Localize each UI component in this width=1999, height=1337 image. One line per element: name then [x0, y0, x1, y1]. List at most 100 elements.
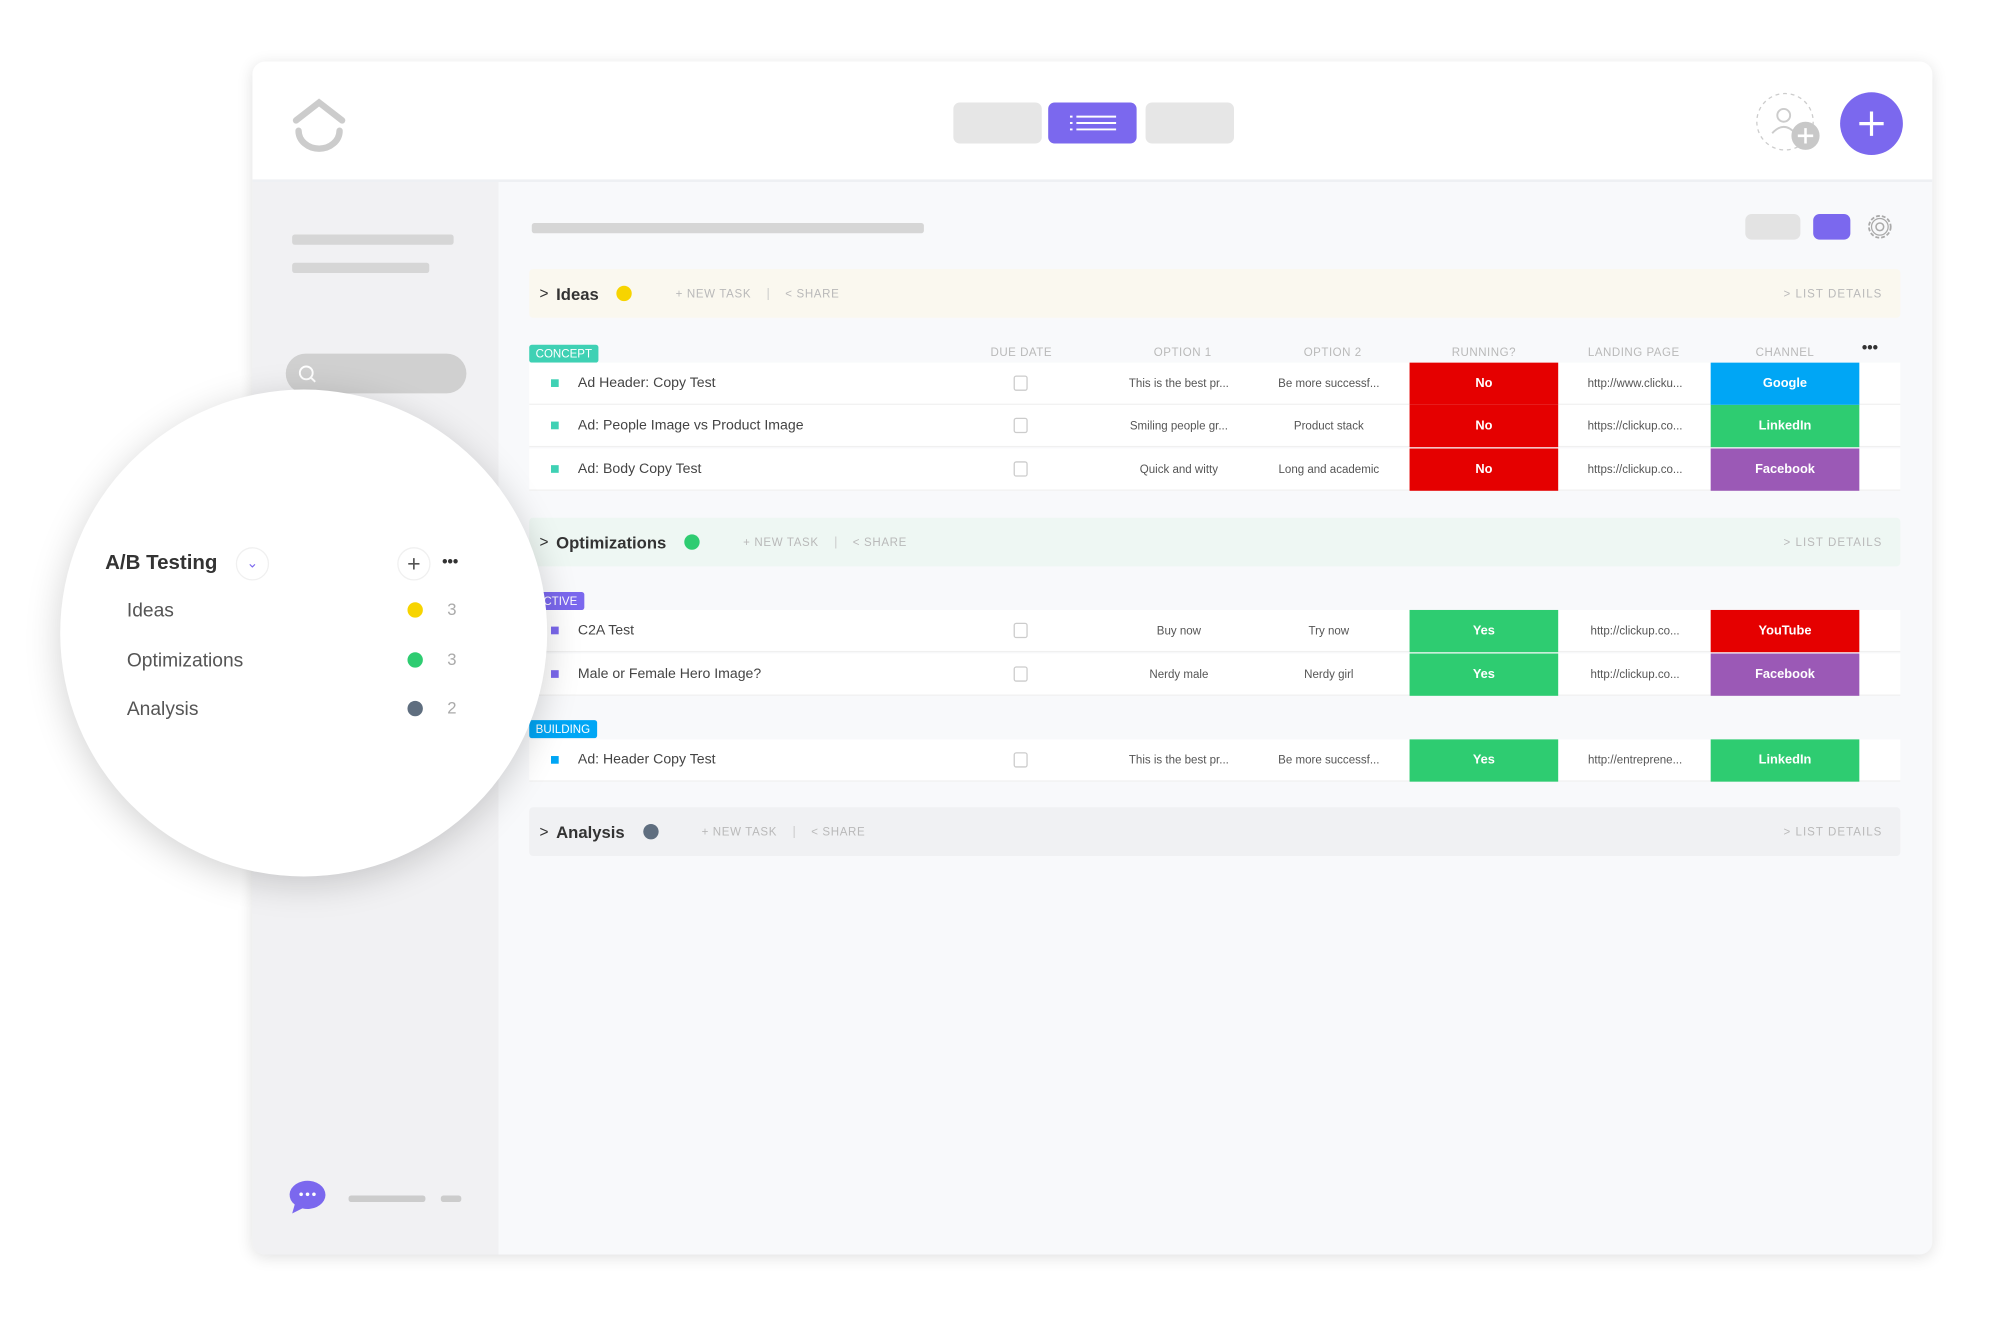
landing-page-cell[interactable]: http://clickup.co...: [1590, 624, 1680, 637]
task-name[interactable]: Ad: People Image vs Product Image: [577, 417, 804, 434]
landing-page-cell[interactable]: http://entreprene...: [1587, 753, 1683, 767]
top-bar: [252, 61, 1933, 182]
task-name[interactable]: Ad: Header Copy Test: [577, 752, 716, 768]
status-square-icon[interactable]: [551, 626, 559, 635]
share-button[interactable]: < SHARE: [852, 535, 907, 549]
column-header-landing-page[interactable]: LANDING PAGE: [1587, 345, 1680, 359]
running-cell[interactable]: No: [1409, 404, 1559, 448]
status-square-icon[interactable]: [551, 465, 559, 473]
view-tab-board[interactable]: [953, 102, 1042, 144]
channel-cell[interactable]: Facebook: [1710, 653, 1860, 696]
view-tab-calendar[interactable]: [1145, 102, 1234, 144]
new-task-button[interactable]: + NEW TASK: [675, 287, 752, 300]
table-row[interactable]: Ad: Header Copy Test This is the best pr…: [529, 739, 1901, 782]
landing-page-cell[interactable]: http://clickup.co...: [1590, 667, 1680, 681]
new-task-button[interactable]: + NEW TASK: [701, 825, 778, 839]
option1-cell[interactable]: This is the best pr...: [1128, 753, 1229, 767]
table-row[interactable]: Male or Female Hero Image? Nerdy male Ne…: [529, 653, 1901, 696]
add-user-icon[interactable]: [1752, 90, 1826, 157]
calendar-icon[interactable]: [1013, 622, 1028, 639]
gear-icon[interactable]: [1863, 210, 1896, 243]
list-details-button[interactable]: > LIST DETAILS: [1783, 825, 1883, 839]
column-header-option1[interactable]: OPTION 1: [1153, 345, 1212, 359]
column-header-option2[interactable]: OPTION 2: [1303, 345, 1362, 359]
running-cell[interactable]: No: [1409, 448, 1559, 491]
chevron-right-icon[interactable]: >: [539, 533, 549, 552]
view-tab-list[interactable]: [1048, 102, 1137, 144]
search-input[interactable]: [285, 353, 467, 394]
option1-cell[interactable]: This is the best pr...: [1128, 376, 1229, 390]
task-name[interactable]: C2A Test: [577, 622, 635, 639]
list-details-button[interactable]: > LIST DETAILS: [1783, 535, 1883, 549]
calendar-icon[interactable]: [1013, 461, 1028, 477]
group-header-ideas[interactable]: > Ideas + NEW TASK | < SHARE > LIST DETA…: [529, 269, 1901, 318]
list-item-analysis[interactable]: Analysis: [126, 698, 199, 721]
more-options-icon[interactable]: •••: [442, 552, 459, 571]
option1-cell[interactable]: Nerdy male: [1149, 667, 1209, 681]
column-header-due-date[interactable]: DUE DATE: [990, 345, 1053, 359]
group-header-analysis[interactable]: > Analysis + NEW TASK | < SHARE > LIST D…: [529, 807, 1901, 856]
channel-cell[interactable]: Facebook: [1710, 448, 1860, 491]
sidebar-placeholder: [292, 262, 430, 273]
status-square-icon[interactable]: [551, 421, 559, 430]
chevron-right-icon[interactable]: >: [539, 822, 549, 841]
option2-cell[interactable]: Long and academic: [1278, 462, 1380, 476]
landing-page-cell[interactable]: https://clickup.co...: [1587, 419, 1683, 432]
running-cell[interactable]: Yes: [1409, 609, 1559, 653]
list-details-button[interactable]: > LIST DETAILS: [1783, 287, 1883, 300]
option1-cell[interactable]: Smiling people gr...: [1129, 419, 1228, 432]
share-button[interactable]: < SHARE: [785, 287, 840, 300]
divider: |: [792, 824, 796, 839]
running-cell[interactable]: Yes: [1409, 739, 1559, 782]
clickup-logo-icon[interactable]: [288, 92, 350, 154]
table-row[interactable]: Ad Header: Copy Test This is the best pr…: [529, 362, 1901, 405]
table-row[interactable]: Ad: Body Copy Test Quick and witty Long …: [529, 448, 1901, 491]
option1-cell[interactable]: Quick and witty: [1139, 462, 1219, 476]
option2-cell[interactable]: Nerdy girl: [1304, 667, 1354, 681]
list-item-ideas[interactable]: Ideas: [126, 599, 174, 622]
option1-cell[interactable]: Buy now: [1156, 624, 1202, 637]
sidebar-placeholder: [348, 1195, 426, 1202]
running-cell[interactable]: No: [1409, 362, 1559, 405]
calendar-icon[interactable]: [1013, 375, 1028, 391]
table-row[interactable]: Ad: People Image vs Product Image Smilin…: [529, 404, 1901, 448]
channel-cell[interactable]: Google: [1710, 362, 1860, 405]
share-button[interactable]: < SHARE: [811, 825, 866, 839]
channel-cell[interactable]: LinkedIn: [1710, 739, 1860, 782]
option2-cell[interactable]: Be more successf...: [1278, 376, 1380, 390]
channel-cell[interactable]: YouTube: [1710, 609, 1860, 653]
status-square-icon[interactable]: [551, 670, 559, 678]
landing-page-cell[interactable]: https://clickup.co...: [1587, 462, 1683, 476]
status-square-icon[interactable]: [551, 379, 559, 387]
calendar-icon[interactable]: [1013, 417, 1028, 434]
task-name[interactable]: Ad Header: Copy Test: [577, 375, 716, 391]
calendar-icon[interactable]: [1013, 752, 1028, 768]
table-row[interactable]: C2A Test Buy now Try now Yes http://clic…: [529, 609, 1901, 653]
running-cell[interactable]: Yes: [1409, 653, 1559, 696]
column-header-running[interactable]: RUNNING?: [1451, 345, 1517, 359]
group-color-dot: [684, 534, 700, 550]
space-title[interactable]: A/B Testing: [105, 552, 218, 575]
option2-cell[interactable]: Try now: [1308, 624, 1350, 637]
plus-icon[interactable]: +: [397, 547, 431, 581]
option2-cell[interactable]: Be more successf...: [1278, 753, 1380, 767]
task-name[interactable]: Ad: Body Copy Test: [577, 461, 702, 477]
option2-cell[interactable]: Product stack: [1293, 419, 1364, 432]
group-header-optimizations[interactable]: > Optimizations + NEW TASK | < SHARE > L…: [529, 517, 1901, 567]
toggle-button-active[interactable]: [1813, 213, 1851, 240]
status-square-icon[interactable]: [551, 756, 559, 764]
create-button[interactable]: [1840, 92, 1903, 156]
chevron-down-icon[interactable]: ⌄: [235, 547, 270, 581]
task-name[interactable]: Male or Female Hero Image?: [577, 666, 762, 682]
share-label: SHARE: [796, 287, 840, 300]
column-header-channel[interactable]: CHANNEL: [1755, 345, 1815, 359]
new-task-button[interactable]: + NEW TASK: [743, 535, 819, 549]
more-columns-icon[interactable]: •••: [1861, 338, 1879, 357]
list-item-optimizations[interactable]: Optimizations: [126, 649, 244, 671]
landing-page-cell[interactable]: http://www.clicku...: [1587, 376, 1683, 390]
chat-icon[interactable]: [284, 1179, 333, 1217]
channel-cell[interactable]: LinkedIn: [1710, 404, 1860, 448]
toggle-button[interactable]: [1745, 213, 1801, 240]
chevron-right-icon[interactable]: >: [539, 284, 549, 303]
calendar-icon[interactable]: [1013, 666, 1028, 682]
